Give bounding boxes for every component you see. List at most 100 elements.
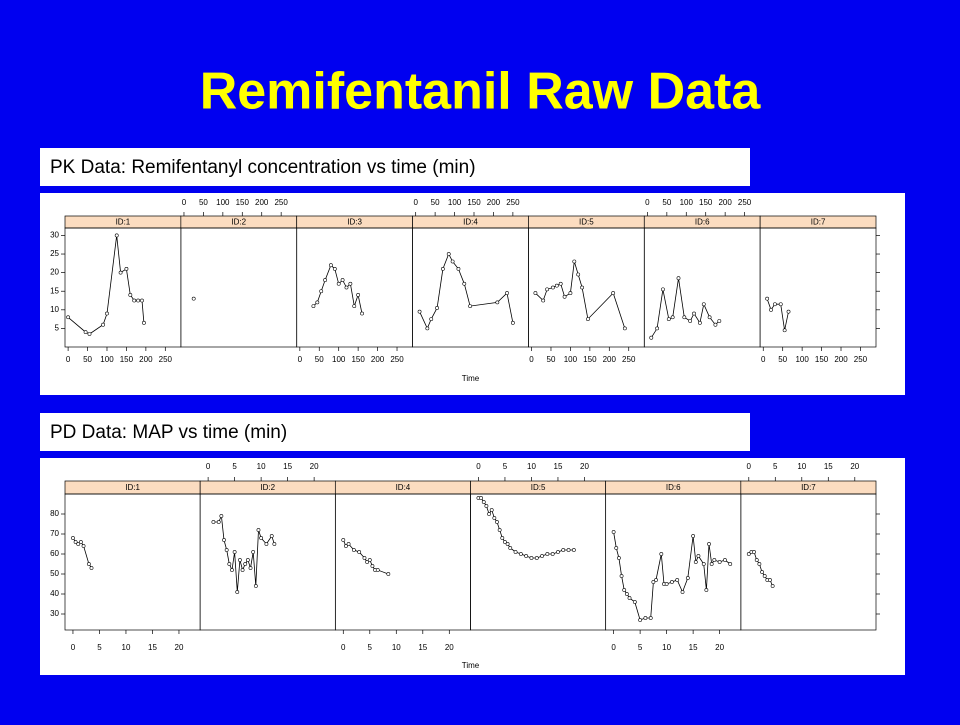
data-point [481, 500, 486, 504]
data-point [348, 281, 353, 286]
panel-label: ID:5 [531, 483, 546, 492]
x-tick-label: 250 [854, 355, 868, 364]
data-point [541, 298, 546, 303]
data-point [462, 281, 467, 286]
data-point [765, 296, 770, 301]
data-point [638, 618, 643, 622]
data-point [360, 311, 364, 316]
data-point [670, 580, 674, 584]
y-tick-label: 5 [55, 324, 60, 333]
data-point [224, 548, 229, 552]
data-point [468, 304, 473, 308]
data-point [551, 285, 555, 290]
data-point [566, 548, 571, 552]
x-tick-label: 15 [554, 462, 563, 471]
x-tick-label: 10 [797, 462, 806, 471]
x-axis-label: Time [462, 661, 480, 670]
data-point [752, 550, 756, 554]
data-point [611, 291, 616, 295]
y-tick-label: 10 [50, 305, 59, 314]
data-point [495, 520, 499, 524]
data-point [365, 560, 370, 564]
data-point [651, 580, 656, 584]
data-point [71, 536, 75, 540]
panel-label: ID:6 [666, 483, 681, 492]
data-point [256, 528, 261, 532]
data-point [101, 322, 106, 327]
data-point [357, 550, 362, 554]
x-tick-label: 20 [445, 643, 454, 652]
data-point [666, 317, 671, 322]
y-tick-label: 50 [50, 569, 59, 578]
data-point [728, 562, 733, 566]
data-point [456, 267, 461, 271]
data-point [760, 570, 764, 574]
y-tick-label: 30 [50, 231, 59, 240]
x-tick-label: 5 [232, 462, 237, 471]
data-point [580, 285, 584, 290]
data-point [717, 560, 722, 564]
data-point [356, 293, 361, 297]
x-tick-label: 50 [662, 198, 671, 207]
data-point [362, 556, 367, 560]
data-point [670, 315, 675, 320]
x-tick-label: 150 [351, 355, 365, 364]
data-point [768, 578, 772, 582]
y-tick-label: 15 [50, 286, 59, 295]
x-tick-label: 0 [298, 355, 303, 364]
data-point [562, 294, 567, 299]
data-point [704, 588, 709, 592]
x-tick-label: 10 [122, 643, 131, 652]
panel-label: ID:5 [579, 218, 594, 227]
data-point [118, 270, 123, 275]
data-point [66, 315, 71, 320]
x-tick-label: 250 [274, 198, 288, 207]
y-tick-label: 80 [50, 509, 59, 518]
y-tick-label: 20 [50, 268, 59, 277]
data-point [688, 319, 693, 323]
data-point [770, 584, 775, 588]
x-tick-label: 20 [715, 643, 724, 652]
x-tick-label: 250 [390, 355, 404, 364]
panel-label: ID:1 [125, 483, 140, 492]
data-point [654, 578, 658, 582]
panel-label: ID:2 [260, 483, 275, 492]
data-point [558, 281, 563, 286]
data-point [518, 552, 523, 556]
data-point [492, 516, 497, 520]
x-tick-label: 5 [773, 462, 778, 471]
data-point [230, 568, 234, 572]
data-point [533, 291, 538, 295]
data-point [655, 326, 660, 331]
x-tick-label: 0 [761, 355, 766, 364]
data-point [503, 540, 507, 544]
data-point [524, 554, 529, 558]
data-point [617, 556, 621, 560]
data-point [712, 558, 717, 562]
data-point [568, 291, 573, 295]
y-tick-label: 70 [50, 529, 59, 538]
data-point [319, 289, 324, 294]
data-point [222, 538, 226, 542]
panel-label: ID:3 [347, 218, 362, 227]
data-point [487, 512, 491, 516]
data-point [346, 542, 351, 546]
x-tick-label: 20 [175, 643, 184, 652]
x-tick-label: 20 [580, 462, 589, 471]
data-point [659, 552, 664, 556]
x-tick-label: 0 [476, 462, 481, 471]
panel-label: ID:6 [695, 218, 710, 227]
data-point [142, 320, 146, 325]
data-point [782, 328, 787, 333]
data-point [105, 311, 109, 316]
x-tick-label: 0 [66, 355, 71, 364]
y-tick-label: 60 [50, 549, 59, 558]
data-point [661, 287, 665, 292]
data-point [529, 556, 534, 560]
data-point [622, 326, 627, 331]
x-tick-label: 0 [645, 198, 650, 207]
x-tick-label: 200 [371, 355, 385, 364]
data-point [664, 582, 669, 586]
data-point [709, 562, 714, 566]
